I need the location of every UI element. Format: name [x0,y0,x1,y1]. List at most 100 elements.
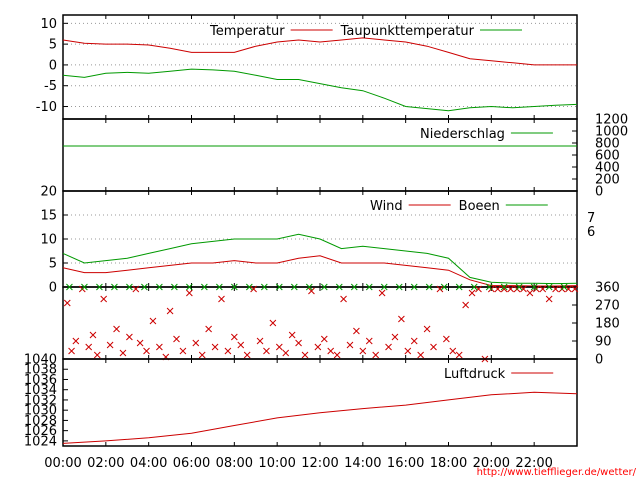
scatter-point [205,325,212,333]
scatter-point [404,347,412,355]
scatter-point [224,347,232,355]
scatter-point [200,283,208,291]
scatter-point [218,295,225,303]
scatter-point [305,283,313,291]
x-tick-label: 18:00 [430,456,467,471]
scatter-point [353,327,360,335]
scatter-point [333,351,341,359]
scatter-point [156,283,163,291]
panel-frame [62,286,578,360]
scatter-point [380,283,388,291]
scatter-point [243,351,251,359]
scatter-point [500,283,508,291]
scatter-point [143,347,150,355]
scatter-point [126,333,133,341]
scatter-point [470,283,478,291]
scatter-point [468,289,476,297]
scatter-point [449,347,457,355]
series-line-Luftdruck [62,391,578,444]
scatter-point [308,287,315,295]
scatter-point [565,285,572,293]
scatter-point [275,283,283,291]
scatter-point [301,351,309,359]
scatter-point [230,283,238,291]
scatter-point [126,283,133,291]
scatter-point [166,307,174,315]
scatter-point [378,289,386,297]
scatter-point [346,341,354,349]
y-tick-label: 180 [595,317,620,332]
scatter-point [560,283,568,291]
scatter-point [359,347,367,355]
scatter-point [391,333,399,341]
scatter-point [132,285,140,293]
x-tick-label: 06:00 [173,456,210,471]
scatter-point [365,283,373,291]
scatter-point [93,351,101,359]
x-tick-label: 10:00 [258,456,295,471]
scatter-point [111,283,118,291]
scatter-point [237,341,245,349]
scatter-point [275,343,283,351]
y-tick-label: 1000 [595,125,628,140]
scatter-point [410,283,418,291]
x-tick-label: 00:00 [44,456,81,471]
y-tick-label: 1036 [24,373,57,388]
scatter-point [417,351,425,359]
scatter-point [66,283,73,291]
scatter-point [149,317,157,325]
scatter-point [335,283,343,291]
scatter-point [475,285,482,293]
y-tick-label: 400 [595,161,620,176]
scatter-point [263,347,270,355]
x-tick-label: 22:00 [515,456,552,471]
scatter-point [245,283,253,291]
source-credit[interactable]: http://www.tiefflieger.de/wetter/ [477,467,637,478]
y-tick-label: 1040 [24,353,57,368]
scatter-point [156,343,163,351]
scatter-point [440,283,448,291]
scatter-point [320,335,328,343]
y-tick-label: 5 [49,38,57,53]
scatter-point [141,283,148,291]
scatter-point [443,335,450,343]
x-tick-label: 14:00 [344,456,381,471]
scatter-point [462,301,469,309]
y-tick-label: 1028 [24,414,57,429]
legend-label: Luftdruck [444,367,506,382]
x-tick-label: 04:00 [130,456,167,471]
y-tick-label: -5 [44,79,57,94]
scatter-point [320,283,328,291]
scatter-point [372,351,380,359]
scatter-point [436,285,444,293]
scatter-point [171,283,178,291]
scatter-point [545,283,553,291]
y-tick-label: 1024 [24,434,57,449]
scatter-point [520,285,527,293]
y-tick-label: 1038 [24,363,57,378]
scatter-point [507,285,514,293]
scatter-point [106,341,114,349]
legend-label: Wind [370,199,403,214]
y-tick-label: 0 [49,58,57,73]
scatter-point [198,351,206,359]
scatter-point [288,331,296,339]
x-tick-label: 20:00 [473,456,510,471]
scatter-point [430,343,437,351]
scatter-point [113,325,120,333]
scatter-point [327,347,335,355]
y-tick-label: 360 [595,281,620,296]
scatter-point [85,343,93,351]
y-tick-label: 1034 [24,383,57,398]
scatter-point [314,343,322,351]
scatter-point [295,339,302,347]
right-label: 7 [587,211,595,226]
scatter-point [290,283,298,291]
scatter-point [256,337,264,345]
scatter-point [96,283,103,291]
scatter-point [89,331,97,339]
scatter-point [63,299,71,307]
scatter-point [494,285,502,293]
series-line-Wind [62,255,578,287]
